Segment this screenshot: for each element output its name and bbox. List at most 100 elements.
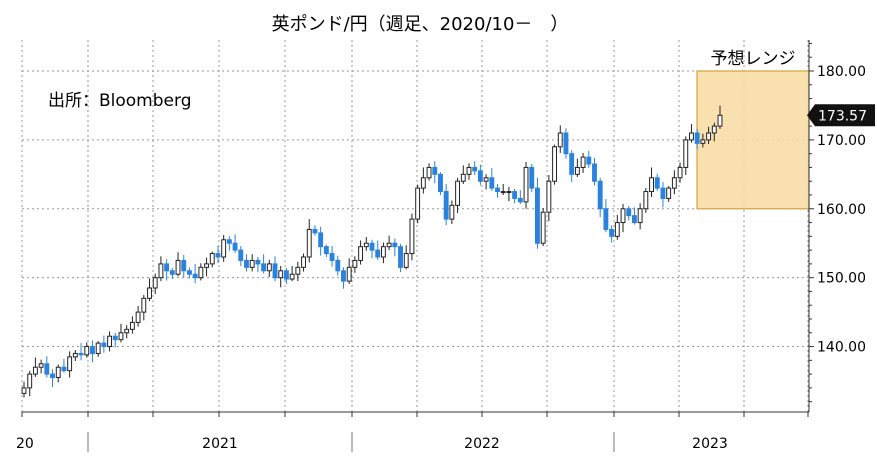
candle (392, 238, 398, 257)
candle (72, 350, 78, 362)
candle (563, 128, 569, 159)
candle-body (152, 277, 158, 289)
candle-body (358, 246, 364, 261)
candle-body (72, 352, 78, 358)
candle (244, 254, 249, 272)
candle-body (546, 180, 552, 213)
last-price-tag: 173.57 (807, 104, 875, 127)
candle (597, 177, 603, 218)
candle (512, 188, 518, 204)
candle-body (187, 270, 192, 275)
x-tick-label: 2022 (464, 436, 500, 452)
candle-body (158, 263, 164, 279)
candle-body (135, 311, 141, 323)
candle (689, 124, 694, 143)
candle-body (626, 208, 632, 217)
candle (574, 158, 580, 178)
candle (141, 294, 147, 321)
candle (124, 325, 130, 339)
candle-body (666, 187, 672, 199)
candle (614, 214, 620, 240)
candle (226, 236, 232, 251)
candle (232, 234, 238, 253)
candle-body (32, 366, 38, 375)
candle (517, 190, 523, 204)
candle (55, 364, 61, 383)
candle-body (375, 249, 381, 258)
candle-body (124, 328, 130, 334)
candle (50, 369, 55, 388)
candle-body (266, 263, 272, 272)
candle (181, 254, 187, 278)
y-tick-label: 180.00 (817, 64, 866, 80)
candle (386, 235, 392, 251)
candle (323, 244, 329, 257)
candle (158, 256, 164, 282)
candle (500, 183, 506, 195)
candle-body (329, 253, 335, 261)
candle-body (141, 297, 147, 313)
candle-body (215, 253, 221, 258)
candle-body (683, 139, 689, 168)
candle-body (403, 253, 409, 268)
candle (415, 184, 421, 224)
candle-body (574, 166, 580, 175)
candle (198, 263, 204, 281)
candle-body (306, 228, 312, 258)
candle (129, 316, 135, 334)
candle-body (21, 387, 27, 394)
candle-body (597, 180, 603, 210)
candle-body (363, 242, 369, 248)
candle-body (221, 239, 227, 258)
candle (380, 242, 386, 264)
candle (649, 167, 654, 198)
candle-body (426, 166, 432, 179)
candle (449, 200, 455, 224)
candle-body (477, 170, 483, 182)
candle-body (409, 218, 415, 255)
candle (118, 323, 124, 343)
candle (460, 165, 466, 184)
x-tick-label: 2023 (692, 436, 728, 452)
candle (495, 183, 500, 198)
candle (295, 261, 301, 282)
candle-body (398, 246, 403, 268)
candle-body (438, 173, 443, 193)
candle-body (386, 242, 392, 248)
candle-body (204, 263, 209, 268)
candle (238, 245, 244, 266)
candle-body (415, 187, 421, 220)
candle (506, 186, 512, 202)
candle-body (552, 146, 557, 182)
candle-body (112, 335, 118, 341)
candle-body (90, 346, 95, 354)
candle (717, 105, 723, 129)
candle-body (50, 373, 55, 379)
candle-body (689, 132, 694, 141)
candle (255, 257, 261, 273)
candle (32, 357, 38, 377)
candle (289, 265, 295, 282)
candle-body (535, 187, 540, 244)
candle-body (238, 249, 244, 261)
candle-body (272, 263, 278, 279)
source-note: 出所：Bloomberg (48, 91, 191, 111)
candle (455, 177, 461, 213)
candle (346, 258, 352, 284)
candle (643, 188, 649, 213)
candle-body (84, 346, 90, 356)
candle-body (540, 211, 546, 244)
candle (352, 256, 358, 273)
candle-body (563, 132, 569, 155)
candle-body (278, 270, 284, 279)
candle (204, 257, 209, 277)
candle-body (654, 177, 660, 189)
candle-body (352, 259, 358, 268)
candle (637, 203, 643, 230)
candle (609, 225, 615, 243)
candle (84, 342, 90, 358)
candle-body (226, 239, 232, 244)
candle-body (512, 191, 518, 199)
candle (603, 199, 609, 233)
